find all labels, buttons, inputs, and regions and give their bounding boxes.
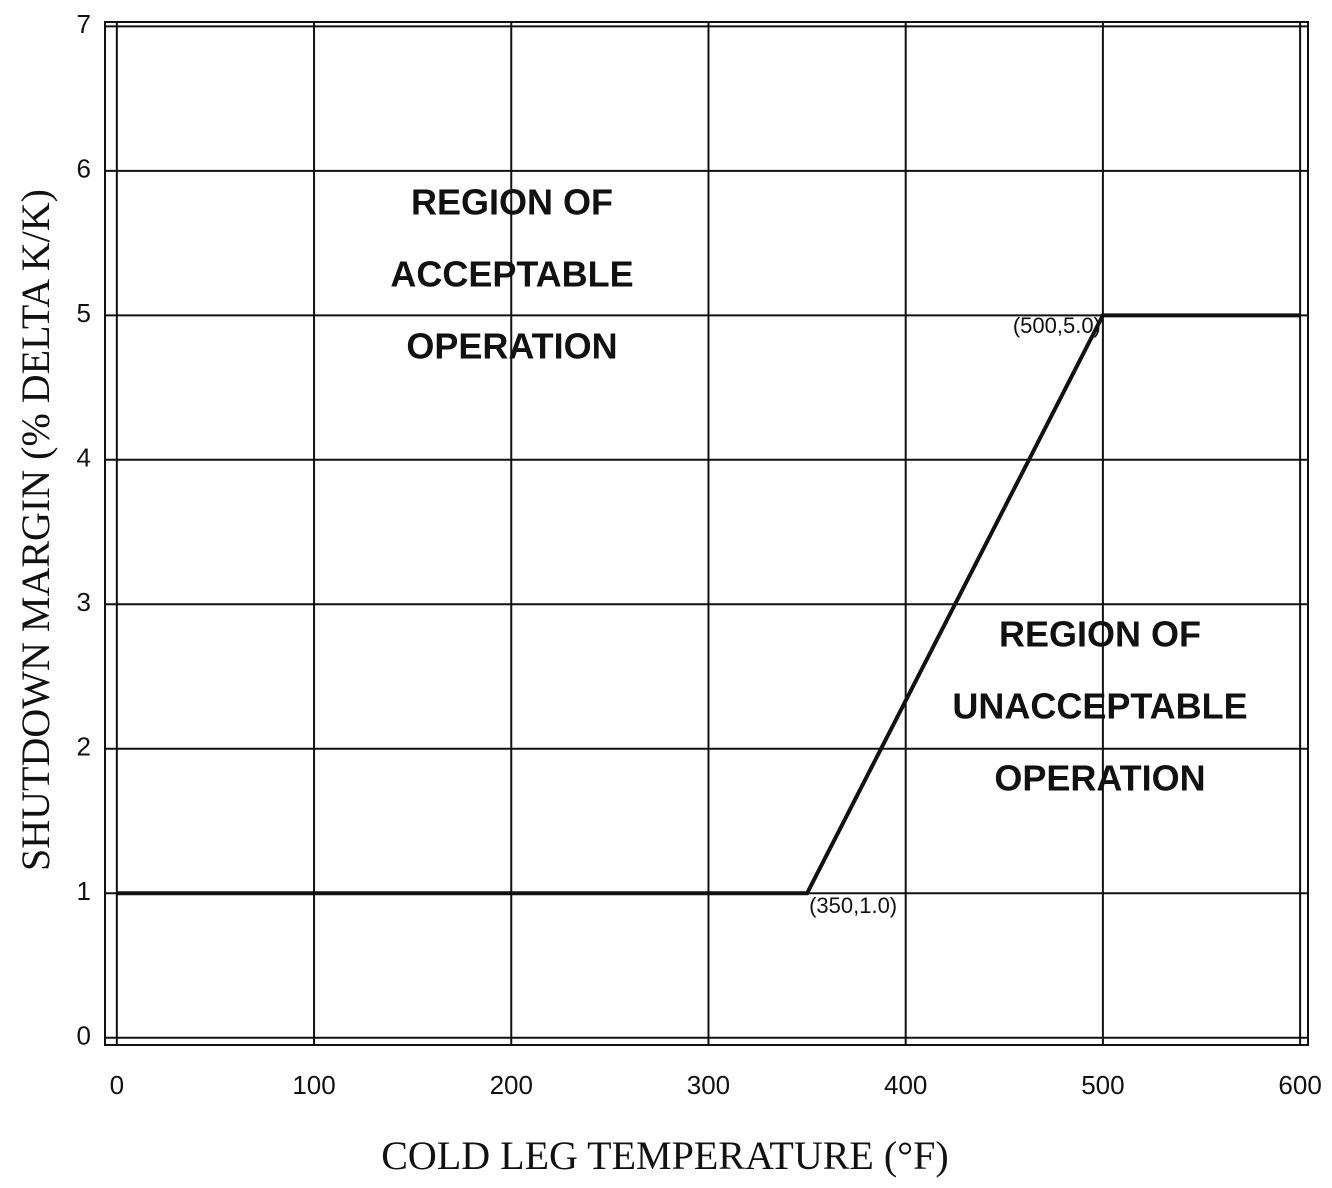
y-tick-label: 7: [77, 9, 91, 39]
point-label: (500,5.0): [1013, 313, 1101, 338]
region-label: ACCEPTABLE: [390, 254, 633, 295]
y-axis-title: SHUTDOWN MARGIN (% DELTA K/K): [13, 189, 58, 871]
region-label: OPERATION: [406, 326, 617, 367]
y-tick-label: 3: [77, 587, 91, 617]
point-label: (350,1.0): [809, 893, 897, 918]
y-tick-label: 2: [77, 732, 91, 762]
x-axis-title: COLD LEG TEMPERATURE (°F): [381, 1133, 948, 1178]
y-tick-label: 6: [77, 154, 91, 184]
x-tick-label: 200: [490, 1070, 533, 1100]
x-tick-label: 0: [110, 1070, 124, 1100]
y-tick-label: 5: [77, 298, 91, 328]
plot-frame: [104, 21, 1309, 1046]
region-label: OPERATION: [994, 758, 1205, 799]
region-label: UNACCEPTABLE: [952, 686, 1247, 727]
y-tick-label: 0: [77, 1021, 91, 1051]
region-label: REGION OF: [411, 182, 613, 223]
x-tick-label: 500: [1081, 1070, 1124, 1100]
data-line: [116, 313, 1301, 896]
y-tick-label: 1: [77, 876, 91, 906]
x-tick-label: 400: [884, 1070, 927, 1100]
x-tick-label: 100: [292, 1070, 335, 1100]
y-tick-label: 4: [77, 443, 91, 473]
x-tick-label: 300: [687, 1070, 730, 1100]
x-tick-label: 600: [1278, 1070, 1321, 1100]
region-label: REGION OF: [999, 614, 1201, 655]
